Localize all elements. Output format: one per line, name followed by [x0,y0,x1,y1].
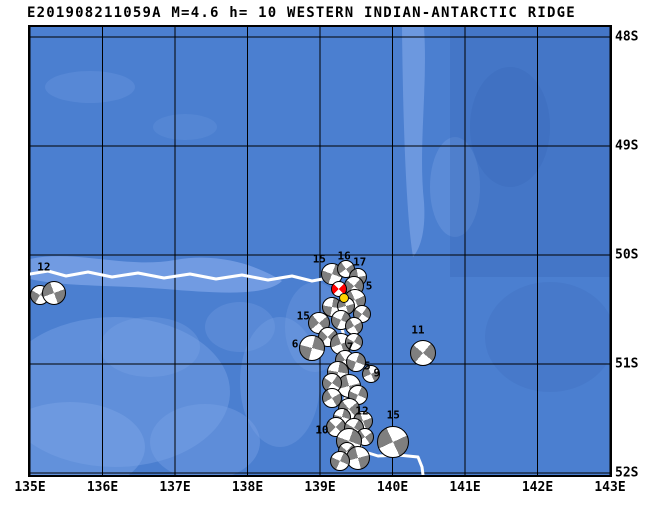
lon-axis-label: 135E [14,480,46,495]
focal-mechanism-beachball [346,351,367,372]
beachball-depth-label: 15 [312,252,326,266]
focal-mechanism-beachball [409,340,436,367]
focal-mechanism-beachball [322,387,343,408]
lon-axis-label: 140E [376,480,409,495]
focal-mechanism-beachball [361,364,380,383]
focal-mechanism-beachball [345,316,364,335]
beachball-depth-label: 10 [315,423,329,437]
beachball-depth-label: 15 [296,309,310,323]
beachball-depth-label: 5 [365,279,373,293]
beachball-depth-label: 17 [353,255,367,269]
grid-lines [30,27,610,475]
lat-axis-label: 48S [615,29,639,45]
beachball-depth-label: 12 [355,404,369,418]
focal-mechanism-beachball [377,426,410,459]
beachball-depth-label: 6 [291,337,299,351]
lat-axis-label: 51S [615,356,639,372]
beachball-depth-label: 15 [386,408,400,422]
beachball-depth-label: 12 [37,260,51,274]
lon-axis-label: 138E [231,480,264,495]
lon-axis-label: 137E [159,480,191,495]
focal-mechanism-beachball [41,281,66,306]
focal-mechanism-beachball [345,333,364,352]
lon-axis-label: 142E [521,480,554,495]
lon-axis-label: 136E [86,480,119,495]
map-area: 12 15 16 17 5 15 6 7 5 9 11 12 10 15 [28,25,612,477]
lat-axis-label: 50S [615,247,639,263]
lon-axis-label: 141E [449,480,481,495]
focal-mechanism-beachball [330,451,351,471]
lat-axis-label: 52S [615,465,639,481]
event-dot [338,292,349,303]
beachball-depth-label: 5 [363,359,371,373]
beachball-depth-label: 16 [337,249,351,263]
map-canvas [30,27,610,475]
lat-axis-label: 49S [615,138,639,154]
lon-axis-label: 139E [304,480,336,495]
beachball-depth-label: 11 [411,323,425,337]
lon-axis-label: 143E [594,480,626,495]
beachball-depth-label: 9 [373,366,381,380]
plot-title: E201908211059A M=4.6 h= 10 WESTERN INDIA… [27,5,576,21]
focal-mechanism-beachball [299,334,326,361]
beachball-depth-label: 7 [346,340,354,354]
